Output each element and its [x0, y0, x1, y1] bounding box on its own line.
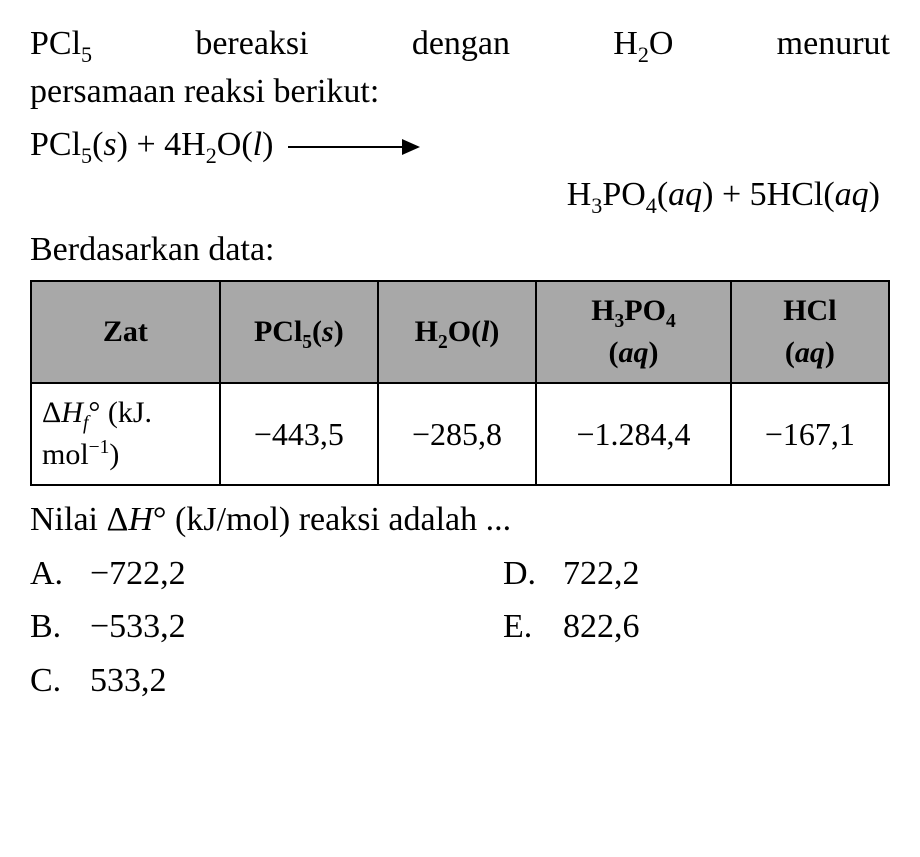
cell-h2o: −285,8	[378, 383, 536, 485]
option-letter: A.	[30, 550, 90, 598]
cell-h3po4: −1.284,4	[536, 383, 731, 485]
option-value: 822,6	[563, 603, 640, 651]
option-value: 722,2	[563, 550, 640, 598]
col-h3po4: H3PO4(aq)	[536, 281, 731, 383]
row-label: ΔHf° (kJ.mol−1)	[31, 383, 220, 485]
option-letter: E.	[503, 603, 563, 651]
cell-hcl: −167,1	[731, 383, 889, 485]
data-table: Zat PCl5(s) H2O(l) H3PO4(aq) HCl(aq) ΔHf…	[30, 280, 890, 486]
reaction-arrow-icon	[288, 146, 418, 148]
table-header-row: Zat PCl5(s) H2O(l) H3PO4(aq) HCl(aq)	[31, 281, 889, 383]
option-b: B. −533,2	[30, 603, 503, 651]
option-letter: D.	[503, 550, 563, 598]
option-letter: C.	[30, 657, 90, 705]
text: PCl5	[30, 20, 92, 68]
option-c: C. 533,2	[30, 657, 503, 705]
col-hcl: HCl(aq)	[731, 281, 889, 383]
option-d: D. 722,2	[503, 550, 890, 598]
option-a: A. −722,2	[30, 550, 503, 598]
problem-line-1: PCl5 bereaksi dengan H2O menurut	[30, 20, 890, 68]
cell-pcl5: −443,5	[220, 383, 378, 485]
text: H2O	[613, 20, 673, 68]
option-value: 533,2	[90, 657, 167, 705]
problem-line-2: persamaan reaksi berikut:	[30, 68, 890, 116]
option-e: E. 822,6	[503, 603, 890, 651]
col-h2o: H2O(l)	[378, 281, 536, 383]
based-on-data-label: Berdasarkan data:	[30, 226, 890, 274]
answer-options: A. −722,2 D. 722,2 B. −533,2 E. 822,6 C.…	[30, 550, 890, 705]
equation-products: H3PO4(aq) + 5HCl(aq)	[30, 171, 890, 219]
option-value: −533,2	[90, 603, 186, 651]
col-zat: Zat	[31, 281, 220, 383]
table-row: ΔHf° (kJ.mol−1) −443,5 −285,8 −1.284,4 −…	[31, 383, 889, 485]
text: dengan	[412, 20, 510, 68]
equation-reactants: PCl5(s) + 4H2O(l)	[30, 121, 890, 169]
question-text: Nilai ΔH° (kJ/mol) reaksi adalah ...	[30, 496, 890, 544]
text: menurut	[777, 20, 890, 68]
option-value: −722,2	[90, 550, 186, 598]
text: bereaksi	[195, 20, 308, 68]
option-letter: B.	[30, 603, 90, 651]
col-pcl5: PCl5(s)	[220, 281, 378, 383]
